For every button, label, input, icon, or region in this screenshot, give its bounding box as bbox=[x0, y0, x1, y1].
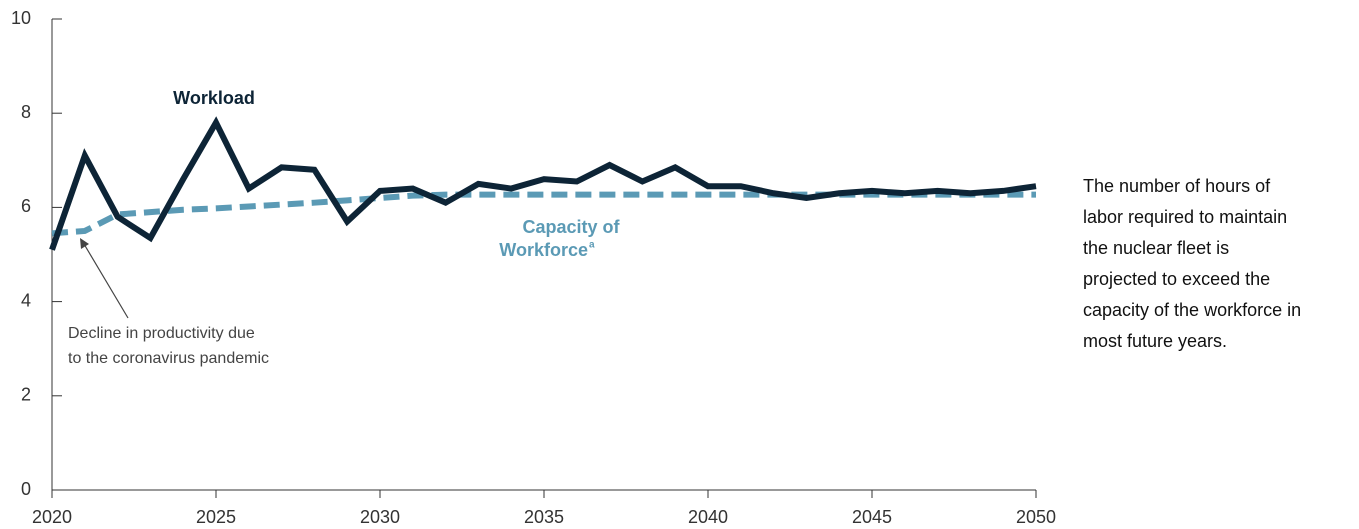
side-note: labor required to maintain bbox=[1083, 207, 1287, 227]
side-note: the nuclear fleet is bbox=[1083, 238, 1229, 258]
x-tick-label: 2040 bbox=[688, 507, 728, 527]
side-note: projected to exceed the bbox=[1083, 269, 1270, 289]
series-line bbox=[51, 191, 1036, 237]
y-tick-label: 4 bbox=[21, 290, 31, 310]
side-note: most future years. bbox=[1083, 331, 1227, 351]
capacity-label: Capacity of bbox=[522, 217, 620, 237]
series-line bbox=[49, 116, 1037, 251]
x-tick-label: 2020 bbox=[32, 507, 72, 527]
y-tick-label: 8 bbox=[21, 102, 31, 122]
arrow-head bbox=[80, 238, 89, 249]
x-tick-label: 2035 bbox=[524, 507, 564, 527]
annotation: to the coronavirus pandemic bbox=[68, 350, 269, 367]
x-tick-label: 2025 bbox=[196, 507, 236, 527]
y-tick-label: 6 bbox=[21, 196, 31, 216]
annotation-arrow bbox=[83, 243, 129, 319]
capacity-footnote: a bbox=[589, 240, 595, 251]
y-tick-label: 10 bbox=[11, 8, 31, 28]
side-note: The number of hours of bbox=[1083, 176, 1271, 196]
x-tick-label: 2050 bbox=[1016, 507, 1056, 527]
annotation: Decline in productivity due bbox=[68, 325, 255, 342]
capacity-label: Workforce bbox=[499, 240, 588, 260]
x-tick-label: 2030 bbox=[360, 507, 400, 527]
x-tick-label: 2045 bbox=[852, 507, 892, 527]
workload-label: Workload bbox=[173, 88, 255, 108]
y-tick-label: 2 bbox=[21, 385, 31, 405]
y-tick-label: 0 bbox=[21, 479, 31, 499]
side-note: capacity of the workforce in bbox=[1083, 300, 1301, 320]
